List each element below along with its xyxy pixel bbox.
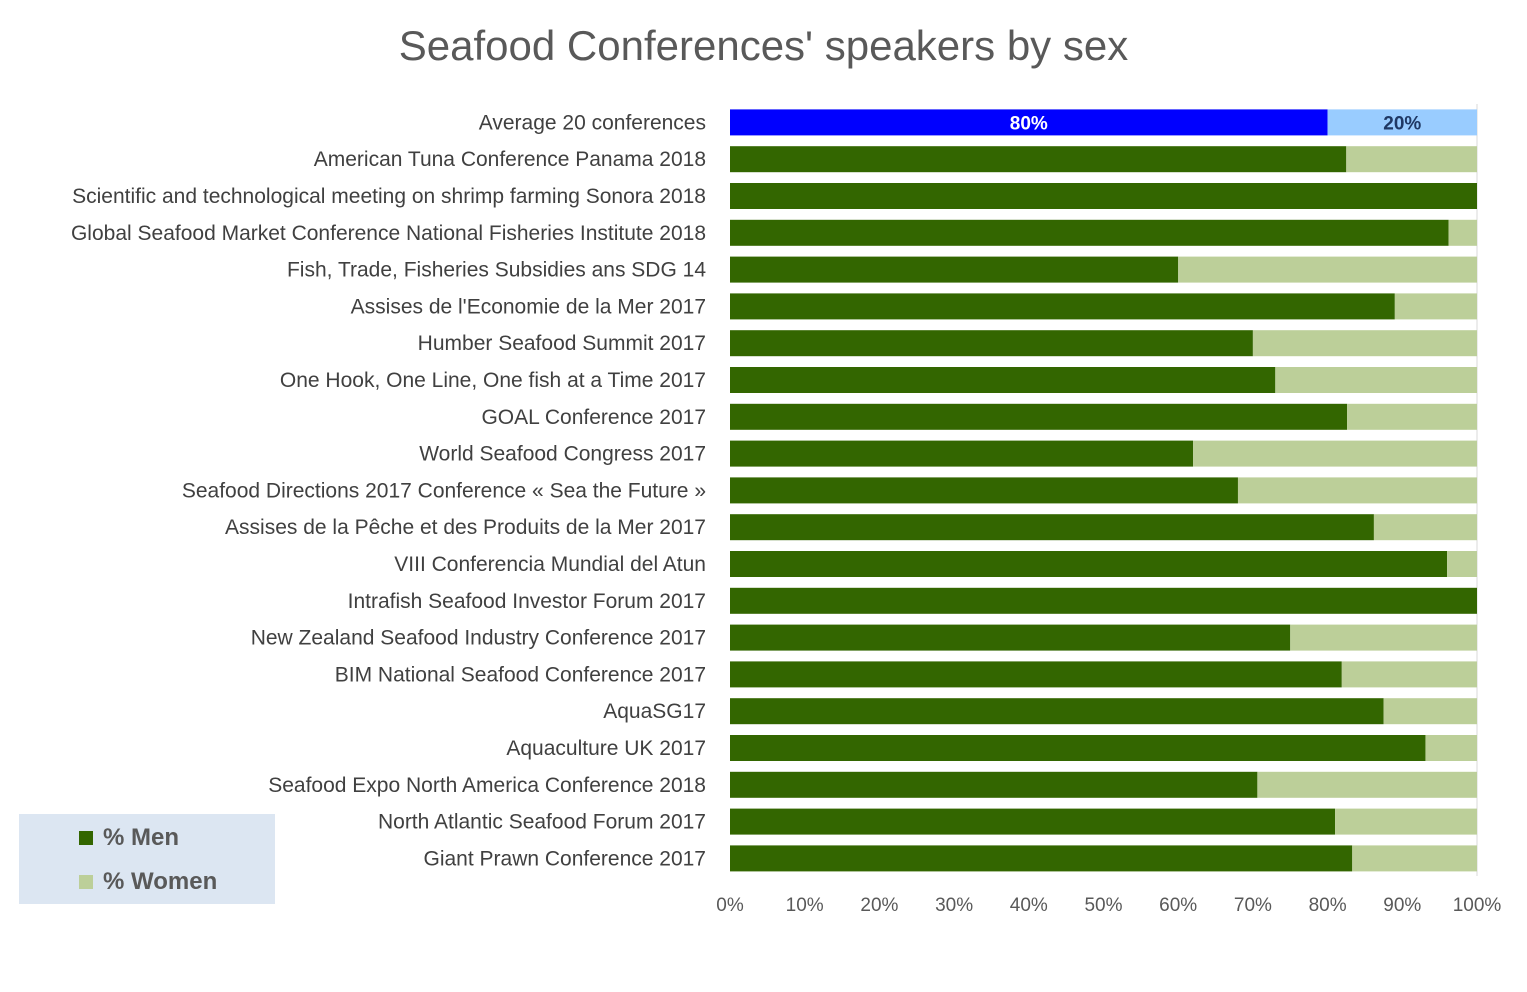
category-label-9: World Seafood Congress 2017 <box>419 443 706 466</box>
category-label-5: Assises de l'Economie de la Mer 2017 <box>351 295 706 318</box>
legend-label-men: % Men <box>103 824 180 851</box>
category-label-2: Scientific and technological meeting on … <box>72 185 706 208</box>
legend-item-men: % Men <box>79 824 179 852</box>
x-tick-label-10: 100% <box>1453 895 1502 916</box>
bar-men-16 <box>730 698 1384 725</box>
bar-women-6 <box>1252 330 1477 357</box>
bar-men-13 <box>730 587 1477 614</box>
bar-women-16 <box>1383 698 1477 725</box>
bar-men-5 <box>730 293 1395 320</box>
bar-men-1 <box>730 146 1347 173</box>
category-label-6: Humber Seafood Summit 2017 <box>418 332 706 355</box>
bar-women-15 <box>1341 661 1477 688</box>
category-label-10: Seafood Directions 2017 Conference « Sea… <box>182 479 706 502</box>
bar-women-10 <box>1237 477 1477 504</box>
legend-swatch-women <box>79 875 93 889</box>
bar-women-1 <box>1346 146 1477 173</box>
x-tick-label-1: 10% <box>786 895 824 916</box>
bar-men-0 <box>730 109 1328 136</box>
bar-women-12 <box>1447 551 1477 577</box>
bar-men-6 <box>730 330 1253 357</box>
bar-men-7 <box>730 367 1276 393</box>
bar-women-3 <box>1448 219 1477 246</box>
bar-women-4 <box>1178 256 1477 283</box>
bar-men-4 <box>730 256 1179 283</box>
x-tick-label-5: 50% <box>1084 895 1122 916</box>
legend: % Men % Women <box>19 814 275 904</box>
legend-item-women: % Women <box>79 868 217 896</box>
category-label-16: AquaSG17 <box>603 700 706 723</box>
category-label-20: Giant Prawn Conference 2017 <box>423 847 706 870</box>
x-axis-ticks: 0% 10% 20% 30% 40% 50% 60% 70% 80% 90% 100% <box>716 895 1501 916</box>
bar-men-17 <box>730 735 1426 761</box>
bar-women-20 <box>1352 845 1477 872</box>
category-label-0: Average 20 conferences <box>479 111 706 134</box>
data-label-women: 20% <box>1383 113 1421 134</box>
bar-men-20 <box>730 845 1353 872</box>
x-tick-label-6: 60% <box>1159 895 1197 916</box>
category-label-4: Fish, Trade, Fisheries Subsidies ans SDG… <box>287 259 706 282</box>
bar-men-18 <box>730 771 1258 798</box>
bar-women-5 <box>1394 293 1477 320</box>
bar-women-7 <box>1275 367 1477 393</box>
category-label-18: Seafood Expo North America Conference 20… <box>268 774 706 797</box>
bar-women-18 <box>1257 771 1477 798</box>
x-tick-label-9: 90% <box>1383 895 1421 916</box>
bar-men-8 <box>730 403 1348 430</box>
bar-men-19 <box>730 808 1336 835</box>
bar-men-14 <box>730 624 1291 651</box>
bar-men-9 <box>730 440 1194 467</box>
bar-men-12 <box>730 551 1448 577</box>
x-tick-label-0: 0% <box>716 895 744 916</box>
legend-swatch-men <box>79 831 93 845</box>
bar-women-14 <box>1290 624 1477 651</box>
bar-women-9 <box>1193 440 1477 467</box>
bar-women-11 <box>1373 514 1477 541</box>
bar-men-3 <box>730 219 1449 246</box>
category-label-7: One Hook, One Line, One fish at a Time 2… <box>280 369 706 392</box>
category-label-14: New Zealand Seafood Industry Conference … <box>251 627 706 650</box>
category-label-3: Global Seafood Market Conference Nationa… <box>71 222 706 245</box>
category-label-11: Assises de la Pêche et des Produits de l… <box>225 516 706 539</box>
data-labels: 80% 20% <box>1010 113 1422 134</box>
category-label-12: VIII Conferencia Mundial del Atun <box>394 553 706 576</box>
x-tick-label-7: 70% <box>1234 895 1272 916</box>
bar-men-15 <box>730 661 1342 688</box>
category-label-17: Aquaculture UK 2017 <box>506 737 706 760</box>
bar-women-8 <box>1347 403 1477 430</box>
category-labels: Average 20 conferences American Tuna Conf… <box>71 111 706 870</box>
bars-group <box>730 109 1477 872</box>
category-label-1: American Tuna Conference Panama 2018 <box>314 148 706 171</box>
chart-title: Seafood Conferences' speakers by sex <box>398 22 1129 69</box>
category-label-15: BIM National Seafood Conference 2017 <box>335 663 706 686</box>
bar-men-2 <box>730 183 1477 209</box>
x-tick-label-4: 40% <box>1010 895 1048 916</box>
bar-women-17 <box>1425 735 1477 761</box>
x-tick-label-3: 30% <box>935 895 973 916</box>
legend-label-women: % Women <box>103 868 218 895</box>
bar-men-10 <box>730 477 1238 504</box>
category-label-8: GOAL Conference 2017 <box>481 406 706 429</box>
x-tick-label-2: 20% <box>860 895 898 916</box>
x-tick-label-8: 80% <box>1309 895 1347 916</box>
bar-women-0 <box>1327 109 1477 136</box>
data-label-men: 80% <box>1010 113 1048 134</box>
category-label-13: Intrafish Seafood Investor Forum 2017 <box>348 590 706 613</box>
category-label-19: North Atlantic Seafood Forum 2017 <box>378 811 706 834</box>
bar-men-11 <box>730 514 1374 541</box>
bar-women-19 <box>1335 808 1477 835</box>
